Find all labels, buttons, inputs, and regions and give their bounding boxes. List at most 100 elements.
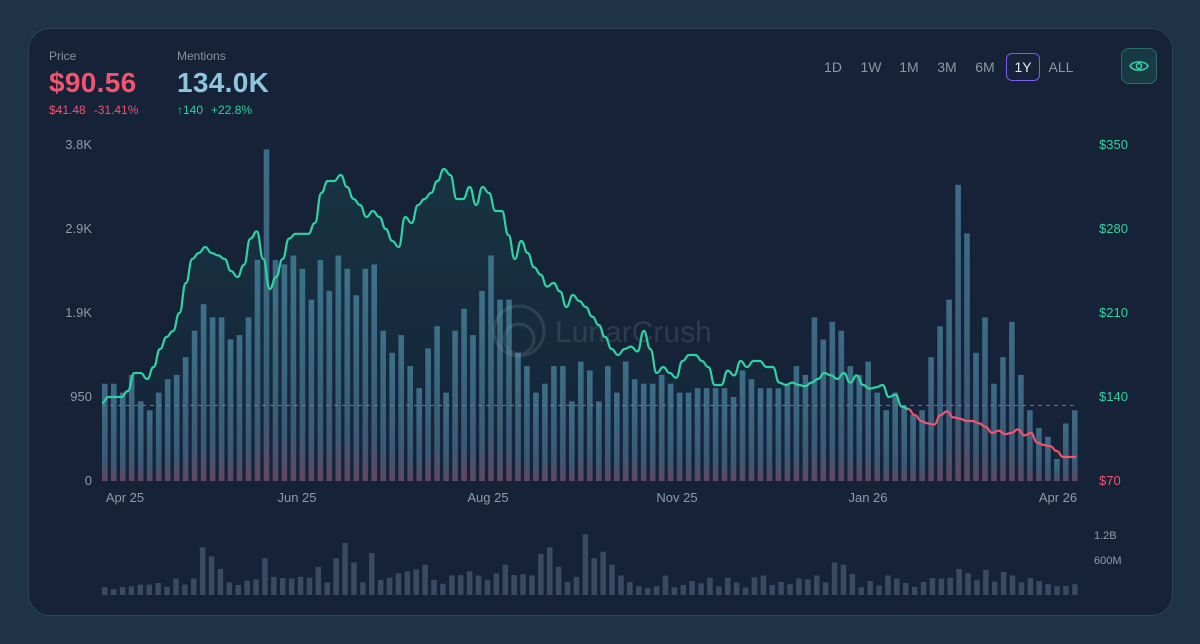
mention-bar (964, 233, 970, 481)
mentions-change-abs: ↑140 (177, 103, 204, 117)
volume-bar (306, 577, 313, 595)
right-tick-label: $280 (1099, 221, 1128, 236)
volume-bar (235, 585, 241, 595)
volume-bar (271, 576, 277, 595)
price-area-fill (102, 169, 1076, 481)
volume-bar (182, 584, 188, 595)
volume-bar (333, 558, 339, 595)
price-change: $41.48 -31.41% (49, 103, 146, 117)
volume-bar (956, 569, 962, 595)
volume-bar (262, 558, 268, 595)
volume-bar (769, 585, 775, 595)
volume-bar (787, 584, 793, 595)
range-all-button[interactable]: ALL (1048, 59, 1074, 75)
volume-bar (903, 582, 909, 595)
volume-bar (466, 571, 473, 595)
volume-bar (199, 547, 206, 595)
left-tick-label: 950 (70, 389, 92, 404)
volume-bar (671, 587, 678, 595)
range-1d-button[interactable]: 1D (824, 59, 842, 75)
volume-bar (110, 589, 117, 595)
volume-bar (751, 577, 758, 595)
volume-bar (858, 587, 864, 595)
volume-bar (440, 583, 446, 595)
range-1w-button[interactable]: 1W (860, 59, 882, 75)
volume-bar (538, 553, 544, 595)
volume-bar (831, 562, 838, 595)
volume-bar (822, 582, 829, 595)
volume-bar (644, 588, 651, 595)
price-label: Price (49, 49, 77, 63)
x-tick-label: Apr 26 (1039, 490, 1077, 505)
volume-bar (342, 543, 348, 595)
mention-bar (928, 357, 934, 481)
volume-bar (351, 562, 357, 595)
volume-bar (618, 575, 624, 595)
volume-bar (102, 587, 108, 595)
price-value: $90.56 (49, 67, 137, 98)
volume-bar (475, 575, 482, 595)
volume-bar (404, 571, 411, 595)
left-axis: 3.8K 2.9K 1.9K 950 0 (65, 137, 92, 488)
volume-bar (431, 579, 437, 595)
volume-bar (636, 586, 642, 595)
volume-bar (698, 583, 704, 595)
volume-bar (1045, 584, 1051, 595)
volume-tick-label: 600M (1094, 555, 1122, 567)
volume-bar (208, 556, 215, 595)
mention-bar (1000, 357, 1006, 481)
volume-bar (778, 582, 784, 595)
volume-bar (1036, 581, 1042, 595)
volume-bar (547, 547, 553, 595)
volume-bar (217, 569, 224, 595)
price-line-down (908, 407, 1076, 459)
left-tick-label: 0 (85, 473, 92, 488)
volume-bar (253, 579, 259, 595)
volume-bar (840, 564, 847, 595)
volume-bar (564, 582, 571, 595)
volume-bar (360, 582, 366, 595)
left-tick-label: 3.8K (65, 137, 92, 152)
mention-bar (955, 184, 961, 482)
volume-bar (458, 575, 464, 595)
volume-bar (716, 586, 722, 595)
volume-bar (627, 582, 633, 595)
volume-bar (449, 575, 455, 595)
volume-bar (894, 578, 900, 595)
x-tick-label: Jan 26 (848, 490, 887, 505)
volume-bar (324, 582, 330, 595)
x-tick-label: Jun 25 (277, 490, 316, 505)
volume-bar (814, 575, 820, 595)
range-1m-button[interactable]: 1M (899, 59, 919, 75)
volume-bar (707, 577, 713, 595)
right-axis: $350 $280 $210 $140 $70 (1099, 137, 1128, 488)
left-tick-label: 2.9K (65, 221, 92, 236)
volume-bar (422, 564, 428, 595)
mentions-value: 134.0K (177, 67, 270, 98)
volume-bar (244, 580, 250, 595)
chart-card: Price $90.56 $41.48 -31.41% Mentions 134.… (28, 28, 1173, 616)
volume-bar (511, 575, 517, 595)
volume-bar (146, 584, 152, 595)
mentions-label: Mentions (177, 49, 226, 63)
volume-bar (680, 585, 686, 595)
volume-bar (297, 576, 304, 595)
mention-bar (1063, 423, 1069, 481)
range-6m-button[interactable]: 6M (975, 59, 995, 75)
volume-bar (386, 577, 393, 595)
range-1y-button[interactable]: 1Y (1006, 53, 1040, 81)
volume-bar (947, 577, 953, 595)
mention-bar (1009, 321, 1015, 481)
volume-bar (288, 578, 295, 595)
x-axis: Apr 25 Jun 25 Aug 25 Nov 25 Jan 26 Apr 26 (106, 490, 1077, 505)
volume-bar (1000, 572, 1007, 595)
right-tick-label: $70 (1099, 473, 1121, 488)
volume-bar (529, 575, 535, 595)
volume-bar (938, 578, 945, 595)
view-toggle-button[interactable] (1121, 48, 1157, 84)
range-3m-button[interactable]: 3M (937, 59, 957, 75)
price-change-abs: $41.48 (49, 103, 86, 117)
x-tick-label: Nov 25 (656, 490, 697, 505)
mentions-stat: Mentions 134.0K ↑140 +22.8% (177, 49, 269, 117)
volume-bar (413, 569, 419, 595)
